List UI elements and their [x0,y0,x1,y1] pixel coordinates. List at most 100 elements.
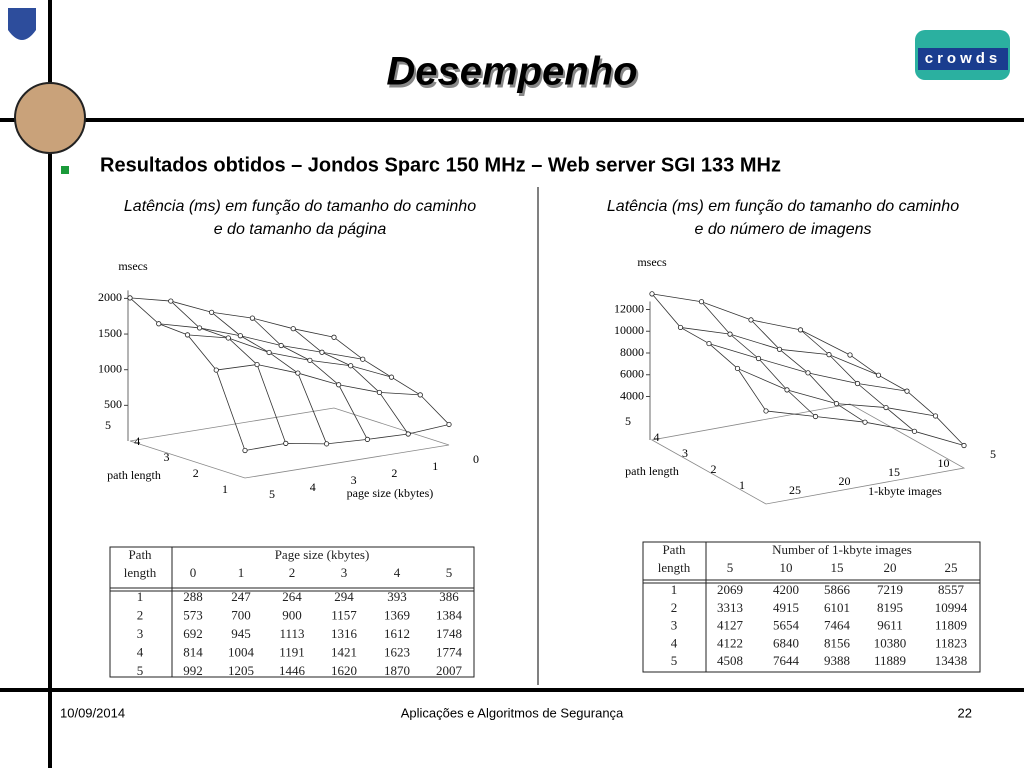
surface-point [812,413,819,420]
surface-point [249,315,255,321]
z-tick-label: 4000 [620,388,644,402]
table-cell: 1384 [436,607,463,622]
table-cell: 1446 [279,663,306,678]
y-tick-label: 3 [164,450,170,464]
table-cell: 9611 [877,618,903,633]
surface-point [862,419,868,425]
table-cell: 386 [439,589,459,604]
table-header: Page size (kbytes) [275,547,370,562]
z-tick-label: 8000 [620,345,644,359]
table-header: Path [662,542,686,557]
surface-line [187,334,392,378]
surface-point [776,346,783,352]
surface-line [333,336,450,425]
table-cell: 11809 [935,618,967,633]
surface-point [225,335,231,341]
surface-line [158,323,363,360]
table-cell: 393 [387,589,407,604]
surface-point [698,299,705,305]
table-header: 10 [780,560,793,575]
table-cell: 5 [137,663,144,678]
table-cell: 10994 [935,600,968,615]
table-cell: 1157 [331,607,357,622]
table-border [109,546,475,678]
footer-date: 10/09/2014 [60,705,125,720]
table-cell: 2 [137,607,144,622]
table-cell: 7219 [877,582,903,597]
y-axis-label: path length [625,464,679,478]
table-header: 2 [289,565,296,580]
table-cell: 2 [671,600,678,615]
table-cell: 1205 [228,663,254,678]
x-tick-label: 0 [473,452,479,466]
logo-text: crowds [925,50,1002,67]
table-border [642,541,981,673]
y-tick-label: 2 [711,462,717,476]
surface-point [797,327,804,333]
table-cell: 4 [137,644,144,659]
surface-point [677,324,684,331]
table-cell: 9388 [824,653,850,668]
table-header: 5 [727,560,734,575]
table-cell: 945 [231,626,251,641]
table-cell: 1612 [384,626,410,641]
table-header: 4 [394,565,401,580]
table-header: 1 [238,565,245,580]
table-cell: 8156 [824,635,851,650]
surface-point [706,340,712,347]
table-cell: 814 [183,644,203,659]
caption: Latência (ms) em função do tamanho do ca… [607,198,959,215]
table-cell: 8195 [877,600,903,615]
table-cell: 11889 [874,653,906,668]
table-cell: 1421 [331,644,357,659]
table-cell: 4127 [717,618,744,633]
shield-logo [8,8,36,40]
table-cell: 573 [183,607,203,622]
surface-point [883,404,889,411]
table-header: 20 [884,560,897,575]
surface-line [252,317,368,440]
surface-point [784,387,790,393]
table-cell: 1 [671,582,678,597]
table-cell: 1 [137,589,144,604]
table-cell: 3313 [717,600,743,615]
table-cell: 4 [671,635,678,650]
table-cell: 5866 [824,582,851,597]
surface-point [649,291,655,297]
table-cell: 5 [671,653,678,668]
surface-point [388,374,395,380]
table-cell: 6840 [773,635,799,650]
surface-point [360,356,366,362]
y-tick-label: 5 [105,418,111,432]
surface-point [405,431,411,437]
table-cell: 3 [137,626,144,641]
surface-point [734,365,741,372]
table-cell: 4200 [773,582,799,597]
surface-point [242,447,248,454]
crowds-logo: crowds [915,30,1010,80]
x-tick-label: 5 [990,447,996,461]
surface-line [244,424,450,451]
table-header: 3 [341,565,348,580]
table-cell: 1620 [331,663,357,678]
x-tick-label: 20 [839,474,851,488]
footer-page: 22 [958,705,972,720]
surface-point [331,334,337,340]
floor [129,407,450,479]
surface-point [184,332,191,338]
table-cell: 294 [334,589,354,604]
z-tick-label: 12000 [614,301,644,315]
z-axis-label: msecs [637,255,667,269]
surface-point [364,436,370,442]
x-tick-label: 2 [391,466,397,480]
table-cell: 1748 [436,626,462,641]
table-cell: 1191 [279,644,305,659]
table-cell: 4122 [717,635,743,650]
surface-point [209,309,215,315]
table-cell: 7644 [773,653,800,668]
surface-point [875,372,882,378]
surface-point [266,349,272,356]
table-cell: 1113 [279,626,304,641]
surface-point [748,317,754,323]
